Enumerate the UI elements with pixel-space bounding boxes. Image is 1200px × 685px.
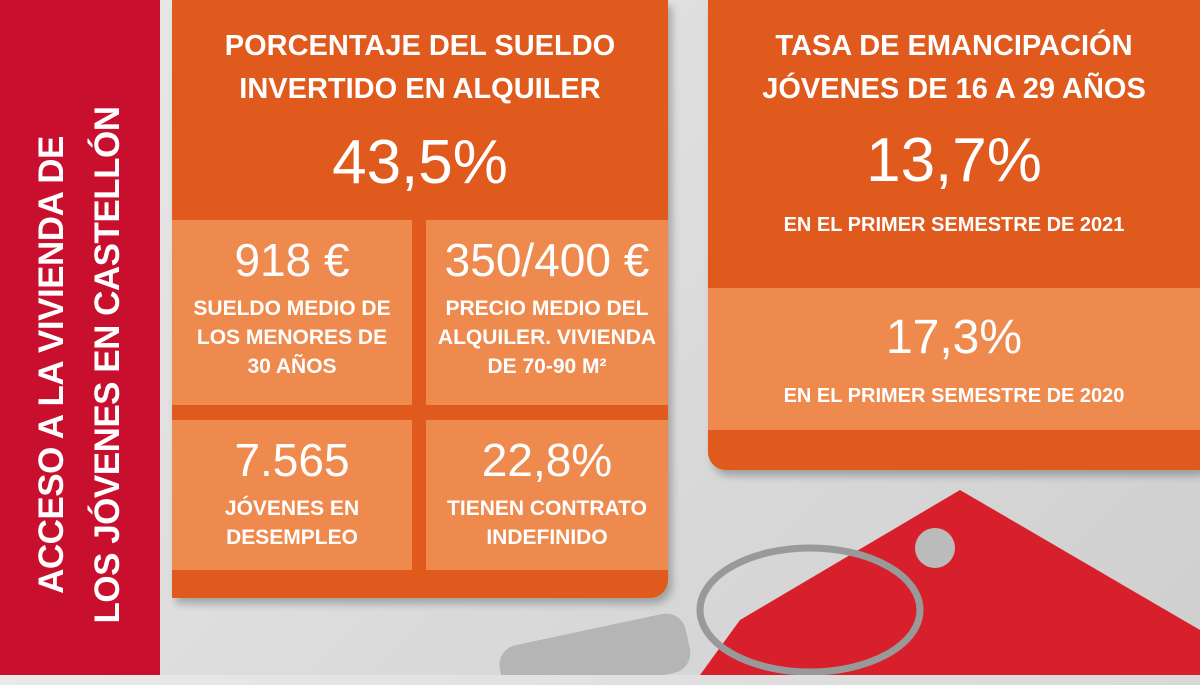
stat-tile: 7.565 JÓVENES EN DESEMPLEO [172,420,412,570]
description-line: PRECIO MEDIO DEL [445,297,649,320]
key-ring [696,544,924,675]
sidebar-line: LOS JÓVENES EN CASTELLÓN [88,106,127,624]
description-line: JÓVENES EN [224,497,360,520]
tile-description: JÓVENES EN DESEMPLEO [172,494,412,552]
tile-value: 918 € [234,234,350,286]
description-line: INDEFINIDO [486,526,608,549]
title-line: INVERTIDO EN ALQUILER [239,73,601,105]
sidebar-title: ACCESO A LA VIVIENDA DE LOS JÓVENES EN C… [24,45,136,685]
title-line: TASA DE EMANCIPACIÓN [775,30,1133,62]
tag-hole [915,528,955,568]
card-title: PORCENTAJE DEL SUELDO INVERTIDO EN ALQUI… [172,25,668,111]
main-value: 43,5% [332,128,508,197]
tile-value: 7.565 [234,434,350,486]
description-line: 30 AÑOS [247,355,337,378]
house-tag [700,490,1200,675]
description-line: ALQUILER. VIVIENDA [437,326,657,349]
description-line: TIENEN CONTRATO [447,497,647,520]
emancipation-card: TASA DE EMANCIPACIÓN JÓVENES DE 16 A 29 … [708,0,1200,470]
sidebar-line: ACCESO A LA VIVIENDA DE [32,136,71,594]
title-line: PORCENTAJE DEL SUELDO [224,30,616,62]
tile-description: TIENEN CONTRATO INDEFINIDO [426,494,668,552]
key [499,613,691,675]
current-period: EN EL PRIMER SEMESTRE DE 2021 [783,214,1125,236]
previous-section: 17,3% EN EL PRIMER SEMESTRE DE 2020 [708,288,1200,430]
keys-illustration [499,490,1200,675]
tile-value: 350/400 € [444,234,650,286]
description-line: DE 70-90 M² [487,355,607,378]
previous-period: EN EL PRIMER SEMESTRE DE 2020 [783,385,1125,407]
description-line: LOS MENORES DE [196,326,388,349]
stat-tile: 350/400 € PRECIO MEDIO DEL ALQUILER. VIVIE… [426,220,668,405]
previous-value: 17,3% [885,311,1023,364]
title-line: JÓVENES DE 16 A 29 AÑOS [762,73,1146,105]
current-value: 13,7% [866,126,1042,195]
card-title: TASA DE EMANCIPACIÓN JÓVENES DE 16 A 29 … [708,25,1200,111]
tile-value: 22,8% [481,434,613,486]
tile-description: PRECIO MEDIO DEL ALQUILER. VIVIENDA DE 70-… [426,294,668,381]
sidebar: ACCESO A LA VIVIENDA DE LOS JÓVENES EN C… [0,0,160,675]
description-line: SUELDO MEDIO DE [193,297,391,320]
stat-tile: 918 € SUELDO MEDIO DE LOS MENORES DE 30 AÑO… [172,220,412,405]
description-line: DESEMPLEO [226,526,358,549]
tile-description: SUELDO MEDIO DE LOS MENORES DE 30 AÑOS [172,294,412,381]
stat-tile: 22,8% TIENEN CONTRATO INDEFINIDO [426,420,668,570]
